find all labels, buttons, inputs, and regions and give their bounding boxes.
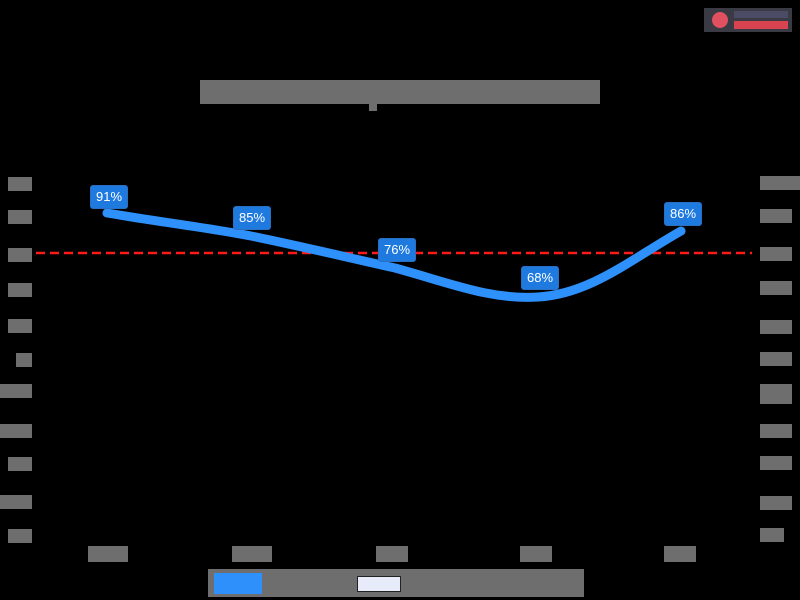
logo-text-bottom [734, 21, 788, 29]
data-label: 76% [378, 238, 417, 262]
data-label: 68% [521, 266, 560, 290]
x-axis-label [520, 546, 552, 562]
right-axis-tick [760, 384, 792, 404]
right-axis-tick [760, 176, 800, 190]
chart-title-tail [369, 103, 377, 111]
right-axis-tick [760, 320, 792, 334]
right-axis-tick [760, 496, 792, 510]
right-axis-tick [760, 528, 784, 542]
left-axis-tick [8, 529, 32, 543]
right-axis-tick [760, 209, 792, 223]
right-axis-tick [760, 247, 792, 261]
legend-swatch-series [214, 573, 262, 594]
x-axis-label [376, 546, 408, 562]
right-axis-tick [760, 281, 792, 295]
left-axis-tick [0, 424, 32, 438]
right-axis-tick [760, 424, 792, 438]
left-axis-tick [16, 353, 32, 367]
x-axis-label [664, 546, 696, 562]
left-axis-tick [0, 384, 32, 398]
logo-circle-icon [712, 12, 728, 28]
x-axis-label [88, 546, 128, 562]
chart-title [200, 80, 600, 104]
left-axis-tick [0, 495, 32, 509]
left-axis-tick [8, 319, 32, 333]
left-axis-tick [8, 248, 32, 262]
x-axis-label [232, 546, 272, 562]
left-axis-tick [8, 210, 32, 224]
data-label: 85% [233, 206, 272, 230]
series-line [102, 208, 686, 302]
legend-swatch-reference [357, 576, 401, 592]
data-label: 91% [90, 185, 129, 209]
left-axis-tick [8, 457, 32, 471]
right-axis-tick [760, 352, 792, 366]
logo-text-top [734, 11, 788, 18]
legend [208, 569, 584, 597]
right-axis-tick [760, 456, 792, 470]
data-label: 86% [664, 202, 703, 226]
brand-logo [704, 8, 792, 32]
left-axis-tick [8, 283, 32, 297]
left-axis-tick [8, 177, 32, 191]
